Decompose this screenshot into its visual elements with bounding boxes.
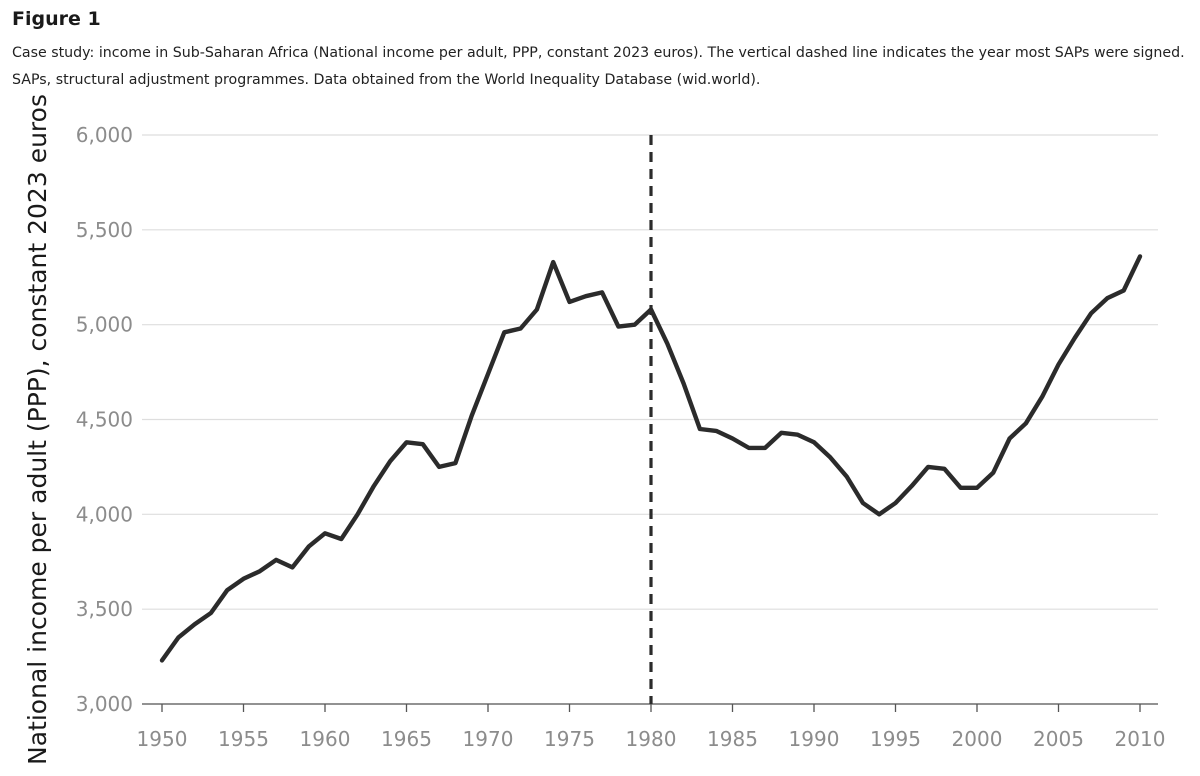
y-tick-label-5000: 5,000 [76,313,133,337]
data-point-2010 [1138,254,1142,258]
data-point-1953 [209,611,213,615]
y-tick-label-6000: 6,000 [76,123,133,147]
x-tick-label-1950: 1950 [137,727,188,751]
data-point-1978 [616,325,620,329]
data-point-1952 [193,622,197,626]
x-tick-label-1970: 1970 [463,727,514,751]
y-tick-label-3000: 3,000 [76,692,133,716]
data-point-1971 [502,330,506,334]
data-point-1998 [942,467,946,471]
data-point-1980 [649,308,653,312]
data-point-1961 [339,537,343,541]
data-point-1954 [225,588,229,592]
data-point-1996 [910,484,914,488]
data-point-1979 [633,323,637,327]
y-tick-label-3500: 3,500 [76,597,133,621]
data-point-1983 [698,427,702,431]
x-tick-label-1990: 1990 [789,727,840,751]
data-point-2001 [991,471,995,475]
data-point-2004 [1040,395,1044,399]
data-point-2003 [1024,421,1028,425]
data-point-1959 [307,545,311,549]
data-point-2006 [1073,336,1077,340]
data-point-1956 [258,569,262,573]
x-tick-label-1960: 1960 [300,727,351,751]
data-point-1995 [894,501,898,505]
data-point-1984 [714,429,718,433]
data-point-1976 [584,294,588,298]
data-point-1999 [959,486,963,490]
data-point-1962 [356,512,360,516]
data-point-1955 [242,577,246,581]
data-point-1991 [828,455,832,459]
data-point-2009 [1122,289,1126,293]
data-point-1970 [486,372,490,376]
data-point-1977 [600,290,604,294]
data-point-1986 [747,446,751,450]
data-point-1987 [763,446,767,450]
x-tick-label-1975: 1975 [544,727,595,751]
y-tick-label-5500: 5,500 [76,218,133,242]
y-axis-label: National income per adult (PPP), constan… [23,94,52,765]
data-point-2008 [1105,296,1109,300]
data-point-1957 [274,558,278,562]
data-point-1950 [160,658,164,662]
data-point-2002 [1008,437,1012,441]
figure-caption: Case study: income in Sub-Saharan Africa… [12,45,1185,88]
data-point-1958 [290,565,294,569]
data-point-1964 [388,459,392,463]
data-point-1988 [779,431,783,435]
x-tick-label-1965: 1965 [381,727,432,751]
data-point-1969 [470,414,474,418]
y-tick-label-4000: 4,000 [76,502,133,526]
data-point-2000 [975,486,979,490]
data-point-2005 [1057,363,1061,367]
data-point-1990 [812,440,816,444]
data-point-1966 [421,442,425,446]
x-tick-label-2000: 2000 [952,727,1003,751]
x-tick-label-2005: 2005 [1033,727,1084,751]
y-tick-label-4500: 4,500 [76,408,133,432]
data-point-1985 [731,437,735,441]
data-point-2007 [1089,311,1093,315]
x-tick-label-1980: 1980 [626,727,677,751]
data-point-1973 [535,308,539,312]
data-point-1974 [551,260,555,264]
data-point-1994 [877,512,881,516]
data-point-1982 [682,382,686,386]
data-point-1993 [861,501,865,505]
data-point-1963 [372,484,376,488]
data-point-1975 [568,300,572,304]
data-point-1981 [665,342,669,346]
data-point-1992 [845,474,849,478]
data-point-1960 [323,531,327,535]
x-tick-label-1955: 1955 [218,727,269,751]
data-point-1968 [453,461,457,465]
data-point-1951 [176,636,180,640]
x-tick-label-1995: 1995 [870,727,921,751]
data-point-1967 [437,465,441,469]
data-point-1989 [796,433,800,437]
series-line-0 [159,254,1143,663]
data-point-1997 [926,465,930,469]
data-point-1972 [519,327,523,331]
x-tick-label-2010: 2010 [1115,727,1166,751]
figure-label: Figure 1 [12,8,101,30]
data-point-1965 [405,440,409,444]
x-tick-label-1985: 1985 [707,727,758,751]
